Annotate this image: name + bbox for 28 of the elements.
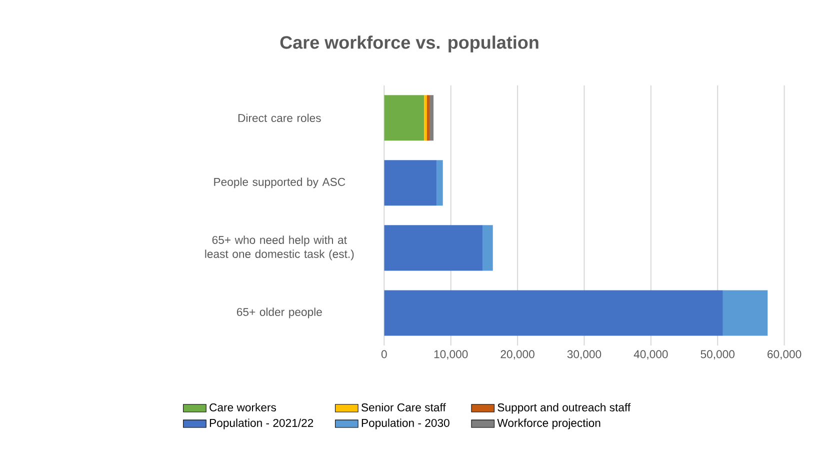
y-tick-label: Direct care roles (238, 114, 321, 122)
x-tick-label: 60,000 (768, 350, 802, 360)
bar (722, 290, 768, 336)
bar (424, 95, 427, 141)
y-tick-label: 65+ who need help with at least one domestic task (est.) (205, 236, 354, 260)
y-tick-label: People supported by ASC (214, 178, 346, 188)
bar (426, 95, 430, 141)
x-tick-label: 10,000 (434, 350, 468, 360)
x-tick-label: 0 (381, 350, 387, 358)
bar (384, 95, 424, 141)
x-tick-label: 50,000 (700, 350, 735, 360)
x-tick-label: 40,000 (634, 350, 668, 360)
y-tick-label: 65+ older people (236, 308, 322, 318)
bar (384, 225, 483, 271)
bar (436, 160, 443, 206)
legend-label: Support and outreach staff (498, 403, 631, 414)
legend-label: Senior Care staff (362, 403, 446, 412)
legend-label: Population - 2030 (362, 418, 450, 430)
legend-label: Population - 2021/22 (210, 418, 314, 430)
bar (384, 290, 723, 336)
x-tick-label: 20,000 (500, 350, 534, 360)
legend-label: Care workers (210, 403, 276, 412)
x-tick-label: 30,000 (567, 350, 602, 360)
legend-label: Workforce projection (497, 418, 600, 430)
bar (384, 160, 437, 206)
bar (430, 95, 434, 141)
bar (482, 225, 493, 271)
chart-title: Care workforce vs. population (280, 36, 538, 52)
